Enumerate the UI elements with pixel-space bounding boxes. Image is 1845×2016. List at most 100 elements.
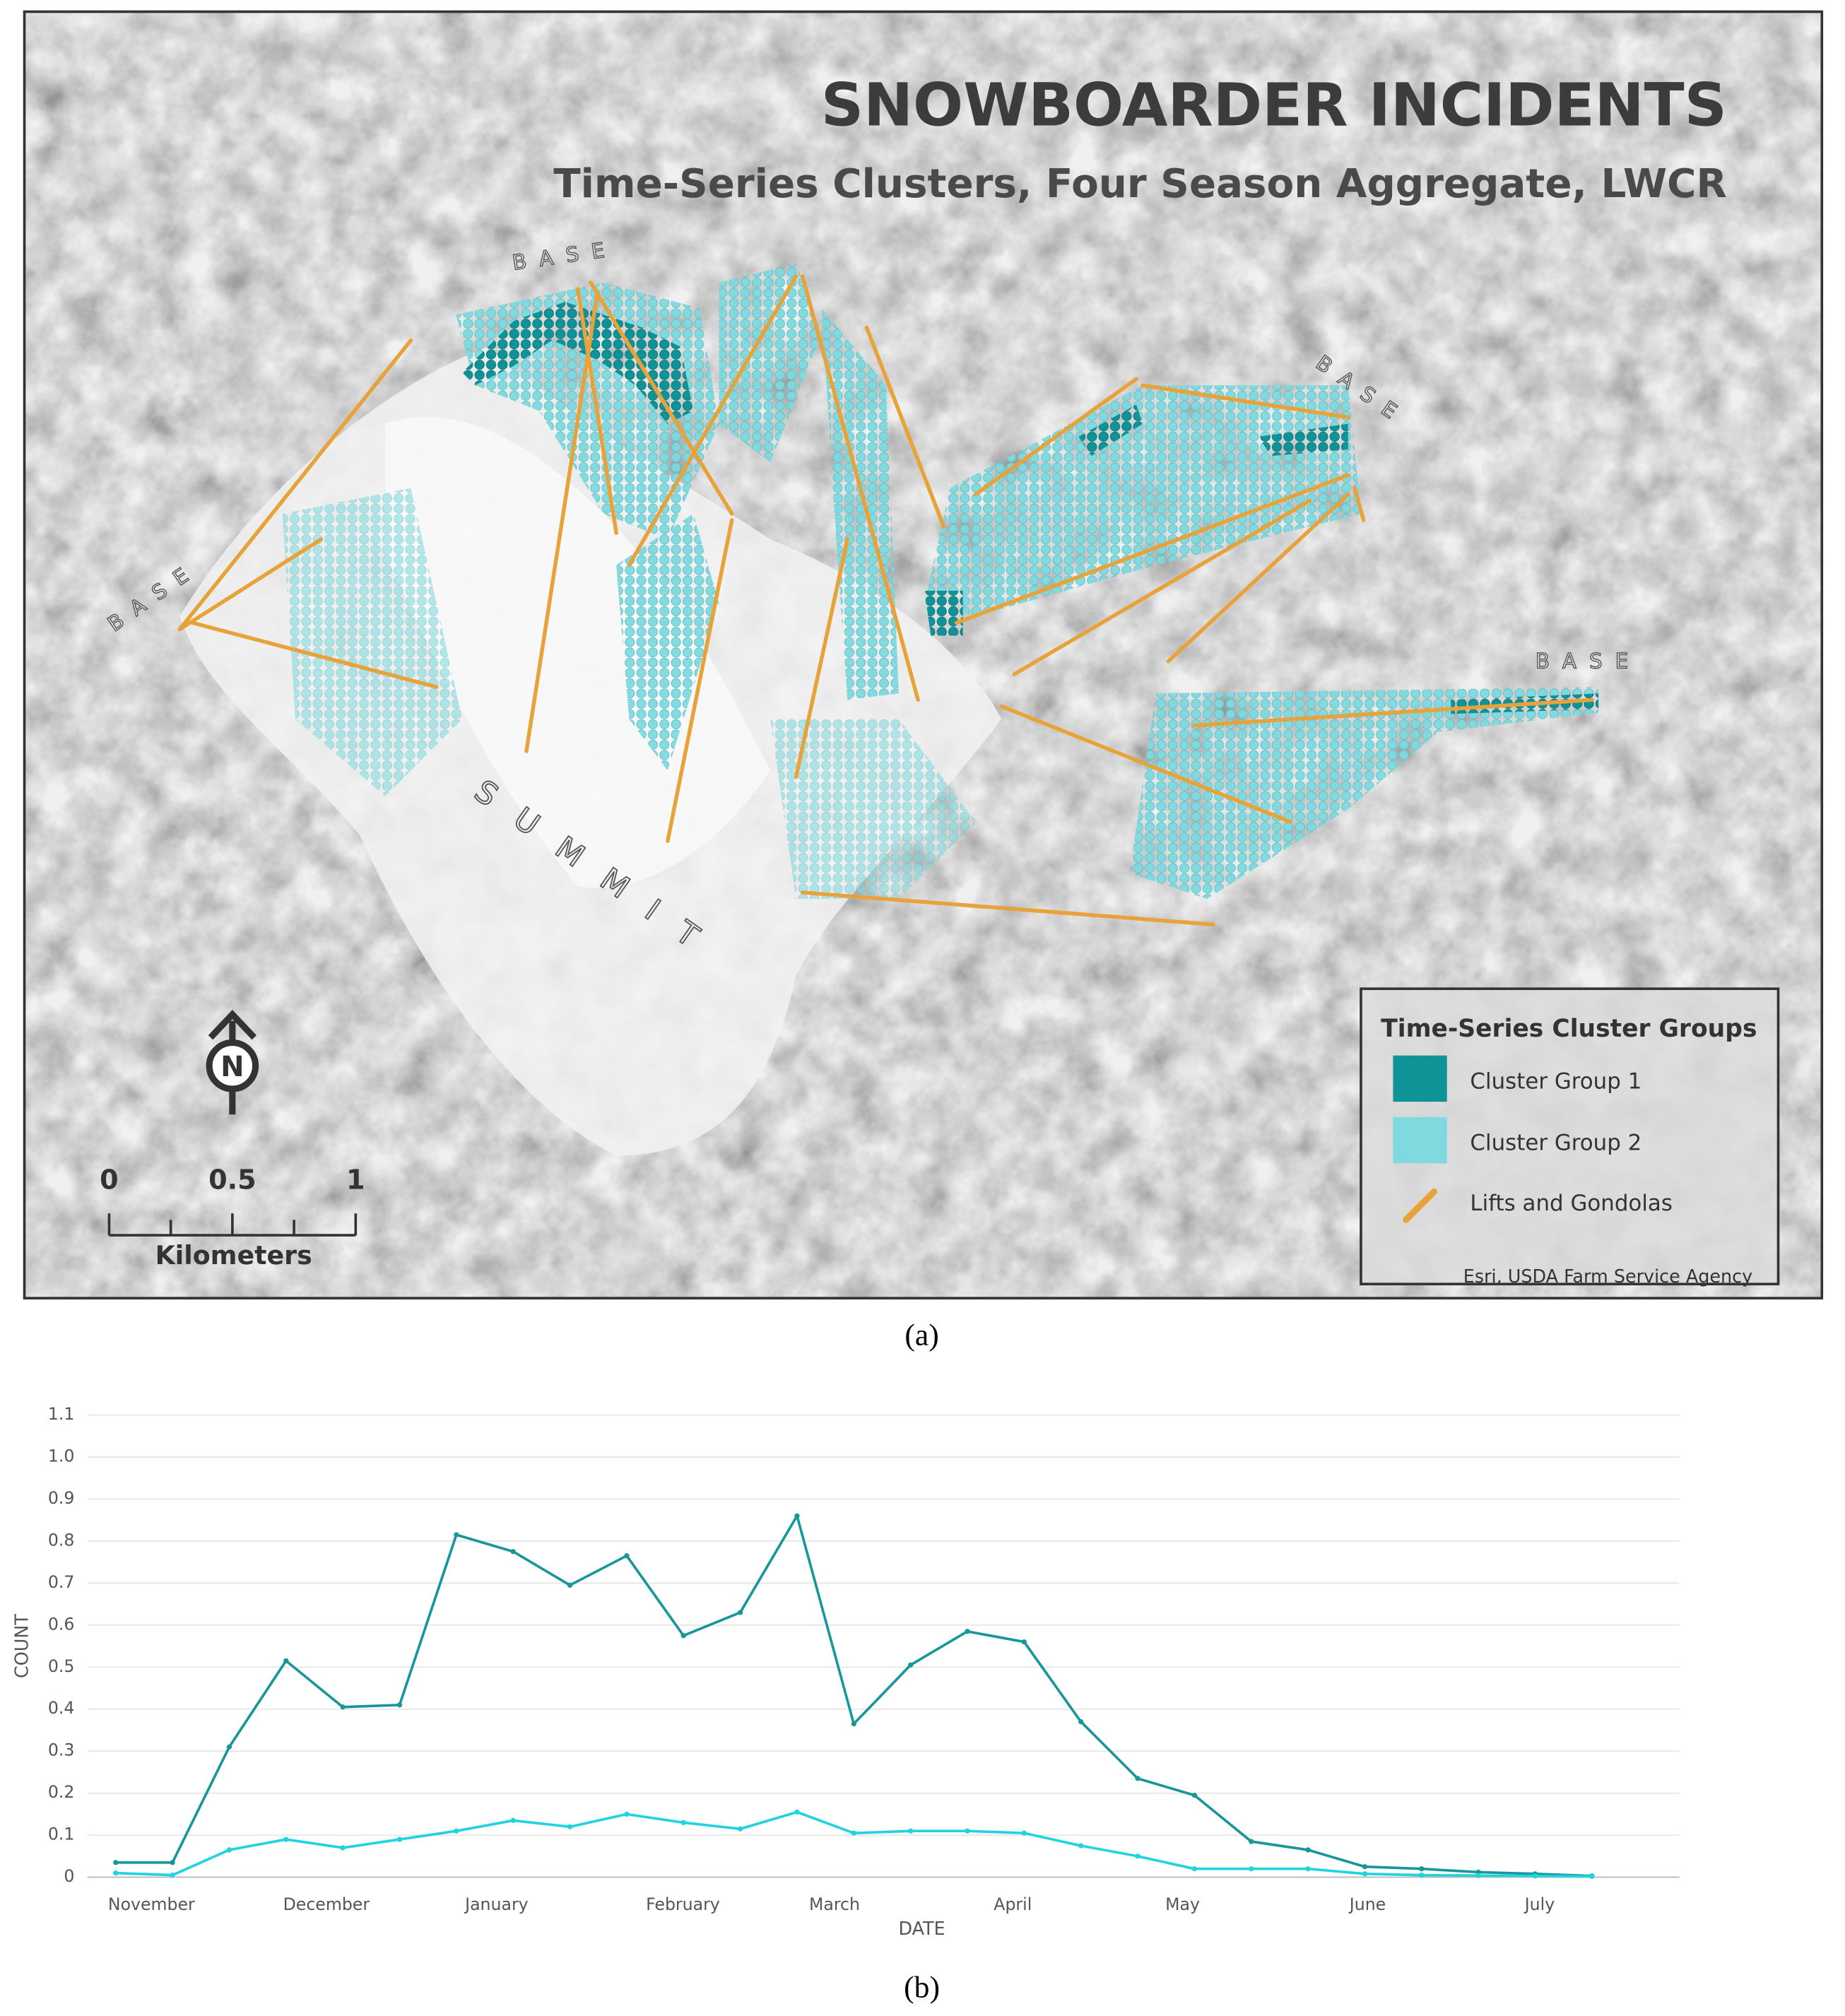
map-legend xyxy=(1360,987,1780,1285)
map xyxy=(24,11,1822,1299)
y-tick-label: 0.6 xyxy=(48,1614,75,1634)
data-point xyxy=(226,1744,232,1750)
north-arrow xyxy=(206,1009,259,1115)
x-tick-label: December xyxy=(283,1894,370,1914)
data-point xyxy=(680,1820,686,1825)
data-point xyxy=(680,1633,686,1639)
data-point xyxy=(624,1553,630,1559)
north-label: N xyxy=(220,1051,244,1083)
data-point xyxy=(737,1826,743,1832)
data-point xyxy=(1078,1843,1084,1849)
cluster-group-2-hexes xyxy=(282,263,1599,900)
data-point xyxy=(908,1662,914,1668)
data-point xyxy=(283,1658,289,1663)
data-point xyxy=(1249,1866,1254,1872)
panel-label: (a) xyxy=(904,1318,938,1352)
y-tick-label: 0.8 xyxy=(48,1530,75,1550)
data-point xyxy=(1021,1830,1027,1836)
data-point xyxy=(567,1582,573,1588)
data-point xyxy=(510,1817,516,1823)
data-point xyxy=(1078,1719,1084,1725)
snow-area xyxy=(385,417,771,888)
x-tick-label: June xyxy=(1348,1894,1386,1914)
legend-title: Time-Series Cluster Groups xyxy=(1381,1015,1757,1043)
map-title: SNOWBOARDER INCIDENTS xyxy=(821,71,1727,140)
y-tick-label: 1.0 xyxy=(48,1446,75,1466)
data-point xyxy=(1362,1864,1368,1870)
x-tick-label: July xyxy=(1523,1894,1555,1914)
data-point xyxy=(1249,1839,1254,1844)
scale-label: 1 xyxy=(346,1164,365,1195)
cluster-group-1-hexes xyxy=(462,302,1599,714)
attribution: Esri, USDA Farm Service Agency xyxy=(1463,1266,1752,1287)
legend-label: Lifts and Gondolas xyxy=(1470,1191,1672,1216)
data-point xyxy=(113,1870,119,1876)
data-point xyxy=(170,1872,175,1878)
y-tick-label: 0.7 xyxy=(48,1572,75,1592)
data-point xyxy=(851,1830,856,1836)
data-point xyxy=(396,1837,403,1842)
data-point xyxy=(1419,1872,1425,1878)
legend-label: Cluster Group 1 xyxy=(1470,1068,1641,1094)
data-point xyxy=(283,1837,289,1842)
data-point xyxy=(737,1610,743,1615)
legend-swatch xyxy=(1393,1116,1447,1164)
x-tick-label: February xyxy=(646,1894,720,1914)
data-point xyxy=(1305,1847,1311,1853)
data-point xyxy=(226,1847,232,1853)
data-point xyxy=(1475,1873,1481,1878)
data-point xyxy=(794,1513,800,1519)
y-tick-label: 0 xyxy=(64,1866,74,1886)
legend-swatch xyxy=(1403,1188,1438,1223)
data-point xyxy=(1532,1873,1538,1879)
data-point xyxy=(340,1845,346,1851)
scale-label: 0 xyxy=(100,1164,119,1195)
legend-label: Cluster Group 2 xyxy=(1470,1131,1641,1156)
data-point xyxy=(396,1702,403,1708)
data-point xyxy=(113,1860,119,1865)
lifts xyxy=(177,274,1594,927)
y-axis-label: COUNT xyxy=(11,1614,33,1678)
data-point xyxy=(1191,1866,1198,1872)
data-point xyxy=(510,1549,516,1555)
data-point xyxy=(908,1828,914,1834)
scale-unit: Kilometers xyxy=(155,1240,312,1271)
data-point xyxy=(454,1828,459,1834)
base-label: BASE xyxy=(1535,649,1641,673)
data-point xyxy=(965,1629,970,1634)
x-tick-label: November xyxy=(108,1894,195,1914)
x-tick-label: March xyxy=(809,1894,860,1914)
data-point xyxy=(1589,1873,1595,1880)
data-point xyxy=(1021,1639,1027,1645)
x-axis-label: DATE xyxy=(899,1918,945,1939)
y-tick-label: 0.5 xyxy=(48,1656,75,1676)
data-point xyxy=(340,1704,346,1710)
legend-swatch xyxy=(1393,1055,1447,1102)
data-point xyxy=(454,1532,459,1538)
y-tick-label: 0.3 xyxy=(48,1740,75,1760)
data-point xyxy=(965,1828,970,1834)
data-point xyxy=(1191,1793,1198,1798)
data-point xyxy=(624,1811,630,1817)
data-point xyxy=(1362,1871,1368,1877)
y-tick-label: 0.1 xyxy=(48,1825,75,1844)
map-frame xyxy=(23,10,1824,1299)
data-point xyxy=(170,1860,175,1865)
data-point xyxy=(794,1809,800,1815)
y-tick-label: 0.9 xyxy=(48,1488,75,1508)
panel-label: (b) xyxy=(904,1970,940,2004)
data-point xyxy=(1305,1866,1311,1872)
x-tick-label: April xyxy=(994,1894,1032,1914)
data-point xyxy=(567,1824,573,1829)
y-tick-label: 1.1 xyxy=(48,1404,75,1424)
x-tick-label: May xyxy=(1165,1894,1200,1914)
scale-label: 0.5 xyxy=(208,1164,257,1195)
map-subtitle: Time-Series Clusters, Four Season Aggreg… xyxy=(553,161,1727,207)
data-point xyxy=(851,1721,856,1727)
data-point xyxy=(1135,1853,1140,1859)
data-point xyxy=(1135,1776,1140,1781)
y-tick-label: 0.4 xyxy=(48,1698,75,1718)
scale-bar xyxy=(107,1213,358,1237)
